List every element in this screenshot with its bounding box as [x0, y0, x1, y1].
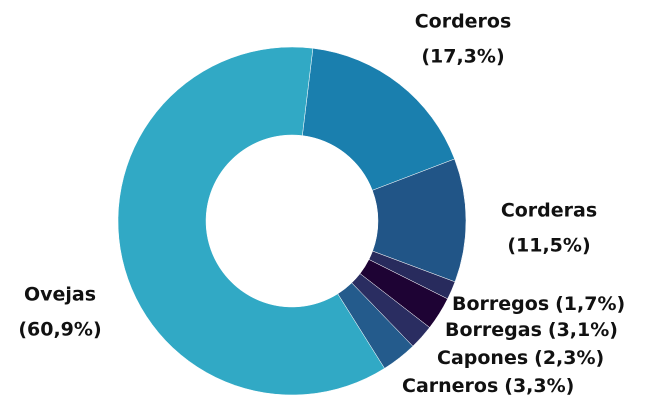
donut-slice	[117, 46, 385, 396]
slice-label: Carneros	[402, 375, 498, 397]
slice-value-label: (3,3%)	[504, 375, 574, 397]
slice-label: Corderos	[415, 11, 512, 33]
slice-value-label: (3,1%)	[548, 319, 618, 341]
slice-value-label: (1,7%)	[555, 293, 625, 315]
slice-value-label: (2,3%)	[534, 347, 604, 369]
slice-label: Borregos	[452, 293, 549, 315]
slice-label: Corderas	[501, 200, 597, 222]
slice-label-group: Capones (2,3%)	[437, 347, 604, 369]
slice-value-label: (17,3%)	[421, 46, 504, 68]
slice-label: Ovejas	[24, 284, 96, 306]
slice-label-group: Borregas (3,1%)	[445, 319, 618, 341]
slice-value-label: (60,9%)	[18, 319, 101, 341]
donut-slice	[302, 47, 455, 191]
slice-label: Capones	[437, 347, 528, 369]
slice-label-group: Carneros (3,3%)	[402, 375, 574, 397]
slice-label: Borregas	[445, 319, 542, 341]
slice-value-label: (11,5%)	[507, 235, 590, 257]
slice-label-group: Borregos (1,7%)	[452, 293, 625, 315]
